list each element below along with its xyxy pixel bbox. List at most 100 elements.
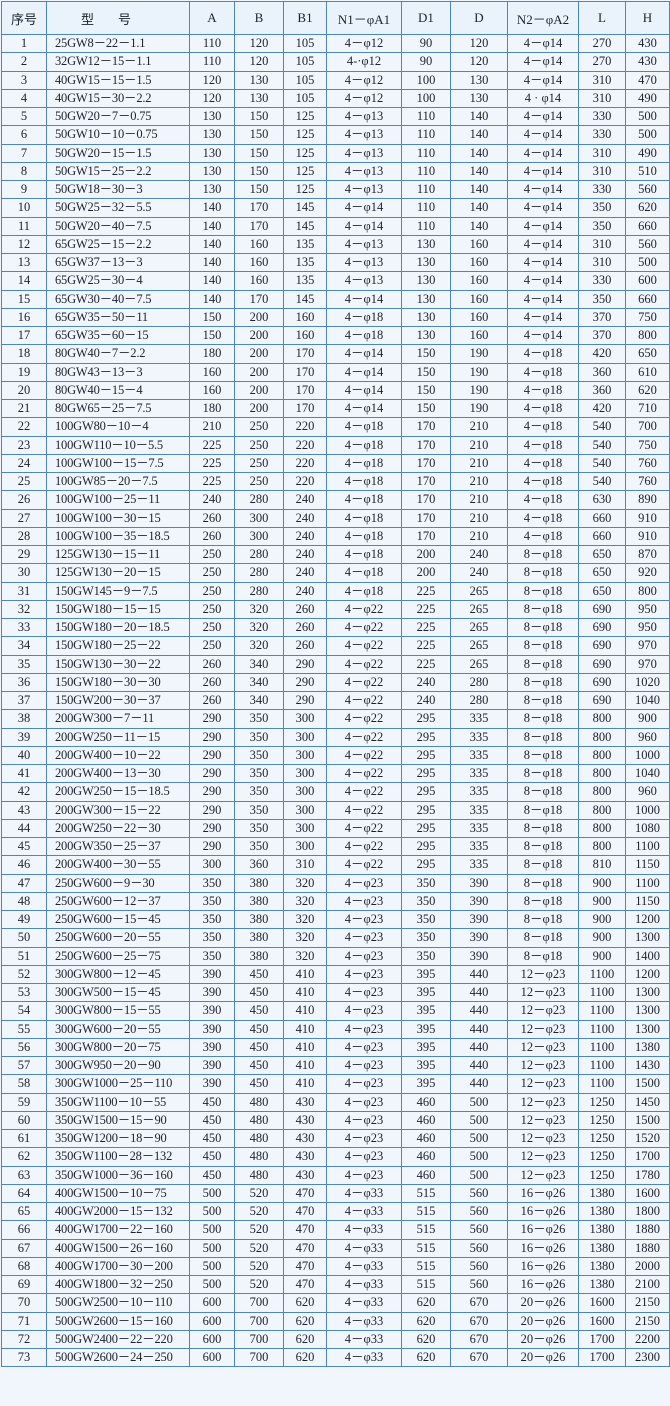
- cell-n2-a2: 4－φ18: [507, 344, 579, 364]
- cell-model: 65GW30－40－7.5: [46, 289, 190, 309]
- cell-h: 970: [625, 636, 670, 656]
- table-row: 13 65GW37－13－3 140 160 135 4－φ13 130 160 4－φ14 31…: [1, 252, 670, 273]
- cell-b1: 620: [283, 1347, 327, 1368]
- cell-n1-a1: 4－φ23: [326, 928, 402, 948]
- cell-a: 130: [189, 106, 235, 127]
- cell-index: 13: [1, 252, 47, 273]
- cell-model: 250GW600－9－30: [46, 873, 190, 893]
- cell-d: 500: [450, 1165, 508, 1185]
- cell-a: 260: [189, 508, 235, 528]
- cell-l: 1700: [578, 1347, 626, 1368]
- cell-b1: 260: [283, 599, 327, 620]
- cell-b: 450: [234, 1037, 284, 1058]
- cell-a: 250: [189, 636, 235, 656]
- cell-b1: 430: [283, 1128, 327, 1149]
- cell-d: 160: [450, 271, 508, 291]
- cell-model: 150GW130－30－22: [46, 654, 190, 674]
- cell-h: 1780: [625, 1165, 670, 1185]
- cell-model: 400GW1500－10－75: [46, 1183, 190, 1204]
- cell-a: 140: [189, 234, 235, 255]
- cell-h: 500: [625, 125, 670, 145]
- cell-h: 1200: [625, 909, 670, 930]
- cell-n1-a1: 4－φ33: [326, 1311, 402, 1331]
- cell-d1: 130: [401, 289, 451, 309]
- cell-b1: 310: [283, 855, 327, 875]
- cell-l: 650: [578, 581, 626, 601]
- table-row: 50 250GW600－20－55 350 380 320 4－φ23 350 390 8－φ1…: [1, 928, 670, 948]
- cell-a: 290: [189, 763, 235, 784]
- cell-n1-a1: 4－φ18: [326, 563, 402, 583]
- cell-index: 5: [1, 106, 47, 127]
- cell-h: 660: [625, 289, 670, 309]
- cell-d1: 350: [401, 873, 451, 893]
- cell-n2-a2: 12－φ23: [507, 1110, 579, 1131]
- table-row: 32 150GW180－15－15 250 320 260 4－φ22 225 265 8－φ1…: [1, 599, 670, 620]
- cell-a: 600: [189, 1293, 235, 1313]
- cell-index: 61: [1, 1128, 47, 1149]
- cell-n2-a2: 8－φ18: [507, 599, 579, 620]
- cell-h: 1380: [625, 1037, 670, 1058]
- cell-index: 1: [1, 33, 47, 54]
- cell-d: 670: [450, 1311, 508, 1331]
- cell-a: 500: [189, 1256, 235, 1277]
- cell-model: 200GW350－25－37: [46, 836, 190, 857]
- cell-d: 130: [450, 70, 508, 90]
- cell-n2-a2: 12－φ23: [507, 964, 579, 985]
- cell-l: 1380: [578, 1183, 626, 1204]
- table-row: 2 32GW12－15－1.1 110 120 105 4-·φ12 90 120 4－φ14 2…: [1, 52, 670, 72]
- cell-b1: 320: [283, 873, 327, 893]
- cell-n1-a1: 4-·φ12: [326, 52, 402, 72]
- cell-a: 290: [189, 800, 235, 820]
- cell-n2-a2: 8－φ18: [507, 672, 579, 693]
- cell-a: 290: [189, 818, 235, 839]
- cell-b1: 300: [283, 836, 327, 857]
- table-row: 51 250GW600－25－75 350 380 320 4－φ23 350 390 8－φ1…: [1, 946, 670, 966]
- cell-index: 36: [1, 672, 47, 693]
- cell-d1: 90: [401, 52, 451, 72]
- cell-n2-a2: 8－φ18: [507, 745, 579, 766]
- table-row: 38 200GW300－7－11 290 350 300 4－φ22 295 335 8－φ18…: [1, 709, 670, 729]
- cell-index: 57: [1, 1055, 47, 1076]
- cell-model: 200GW250－22－30: [46, 818, 190, 839]
- cell-b: 450: [234, 1019, 284, 1039]
- cell-d1: 295: [401, 727, 451, 747]
- cell-d1: 620: [401, 1293, 451, 1313]
- cell-b: 350: [234, 800, 284, 820]
- cell-d1: 225: [401, 617, 451, 638]
- cell-h: 1150: [625, 855, 670, 875]
- cell-a: 225: [189, 471, 235, 492]
- cell-n1-a1: 4－φ23: [326, 1110, 402, 1131]
- cell-b1: 240: [283, 508, 327, 528]
- cell-d1: 515: [401, 1256, 451, 1277]
- cell-n1-a1: 4－φ14: [326, 398, 402, 419]
- cell-l: 1100: [578, 1019, 626, 1039]
- cell-l: 1100: [578, 1001, 626, 1021]
- cell-h: 1400: [625, 946, 670, 966]
- cell-d1: 130: [401, 325, 451, 346]
- dimension-table: 序号 型号 A B B1 N1－φA1 D1 D N2－φA2 L H 1 25GW8－22－1.1 1…: [1, 1, 670, 1368]
- cell-model: 200GW400－30－55: [46, 855, 190, 875]
- cell-b1: 320: [283, 891, 327, 912]
- cell-l: 1600: [578, 1293, 626, 1313]
- cell-b: 340: [234, 654, 284, 674]
- cell-n2-a2: 4－φ14: [507, 307, 579, 328]
- cell-n1-a1: 4－φ13: [326, 161, 402, 182]
- cell-a: 500: [189, 1238, 235, 1258]
- cell-n1-a1: 4－φ13: [326, 143, 402, 163]
- cell-a: 500: [189, 1201, 235, 1222]
- cell-model: 300GW600－20－55: [46, 1019, 190, 1039]
- cell-d1: 620: [401, 1329, 451, 1350]
- table-row: 60 350GW1500－15－90 450 480 430 4－φ23 460 500 12－…: [1, 1110, 670, 1131]
- cell-model: 65GW35－50－11: [46, 307, 190, 328]
- cell-h: 1500: [625, 1110, 670, 1131]
- column-header-b1: B1: [283, 1, 327, 35]
- cell-h: 1430: [625, 1055, 670, 1076]
- cell-b: 250: [234, 417, 284, 437]
- cell-model: 350GW1100－28－132: [46, 1147, 190, 1167]
- cell-b: 280: [234, 581, 284, 601]
- cell-a: 120: [189, 70, 235, 90]
- cell-n1-a1: 4－φ23: [326, 982, 402, 1003]
- cell-b1: 410: [283, 964, 327, 985]
- cell-d1: 515: [401, 1183, 451, 1204]
- cell-b1: 170: [283, 398, 327, 419]
